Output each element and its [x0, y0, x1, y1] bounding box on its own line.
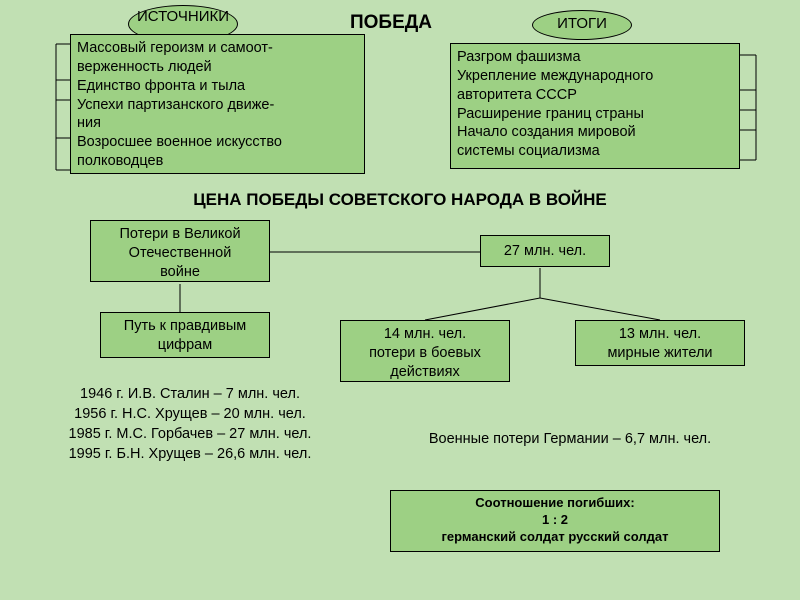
results-line: Начало создания мировой: [457, 123, 733, 142]
sources-line: верженность людей: [77, 58, 358, 77]
germany-losses: Военные потери Германии – 6,7 млн. чел.: [380, 430, 760, 448]
main-title: ПОБЕДА: [350, 12, 432, 34]
results-line: системы социализма: [457, 142, 733, 161]
ratio-l2: 1 : 2: [397, 512, 713, 529]
ratio-l1: Соотношение погибших:: [397, 495, 713, 512]
results-line: Разгром фашизма: [457, 48, 733, 67]
truth-line: 1956 г. Н.С. Хрущев – 20 млн. чел.: [30, 405, 350, 423]
box-losses-ww2: Потери в Великой Отечественной войне: [90, 220, 270, 282]
truth-figures: 1946 г. И.В. Сталин – 7 млн. чел. 1956 г…: [30, 385, 350, 464]
sources-box: Массовый героизм и самоот- верженность л…: [70, 34, 365, 174]
sources-line: ния: [77, 114, 358, 133]
sources-line: Единство фронта и тыла: [77, 77, 358, 96]
truth-line: 1985 г. М.С. Горбачев – 27 млн. чел.: [30, 425, 350, 443]
ratio-box: Соотношение погибших: 1 : 2 германский с…: [390, 490, 720, 552]
results-line: Расширение границ страны: [457, 105, 733, 124]
results-line: авторитета СССР: [457, 86, 733, 105]
sources-line: Успехи партизанского движе-: [77, 96, 358, 115]
pill-results: ИТОГИ: [532, 10, 632, 40]
box-27mln: 27 млн. чел.: [480, 235, 610, 267]
results-box: Разгром фашизма Укрепление международног…: [450, 43, 740, 169]
box-13mln: 13 млн. чел. мирные жители: [575, 320, 745, 366]
sources-line: Возросшее военное искусство: [77, 133, 358, 152]
box-14mln: 14 млн. чел. потери в боевых действиях: [340, 320, 510, 382]
results-line: Укрепление международного: [457, 67, 733, 86]
truth-line: 1995 г. Б.Н. Хрущев – 26,6 млн. чел.: [30, 445, 350, 463]
sources-line: полководцев: [77, 152, 358, 171]
section-subtitle: ЦЕНА ПОБЕДЫ СОВЕТСКОГО НАРОДА В ВОЙНЕ: [0, 190, 800, 210]
ratio-l3: германский солдат русский солдат: [397, 529, 713, 546]
box-truth-path: Путь к правдивым цифрам: [100, 312, 270, 358]
pill-sources-label: ИСТОЧНИКИ: [137, 8, 229, 25]
sources-line: Массовый героизм и самоот-: [77, 39, 358, 58]
truth-line: 1946 г. И.В. Сталин – 7 млн. чел.: [30, 385, 350, 403]
pill-results-label: ИТОГИ: [557, 15, 607, 32]
